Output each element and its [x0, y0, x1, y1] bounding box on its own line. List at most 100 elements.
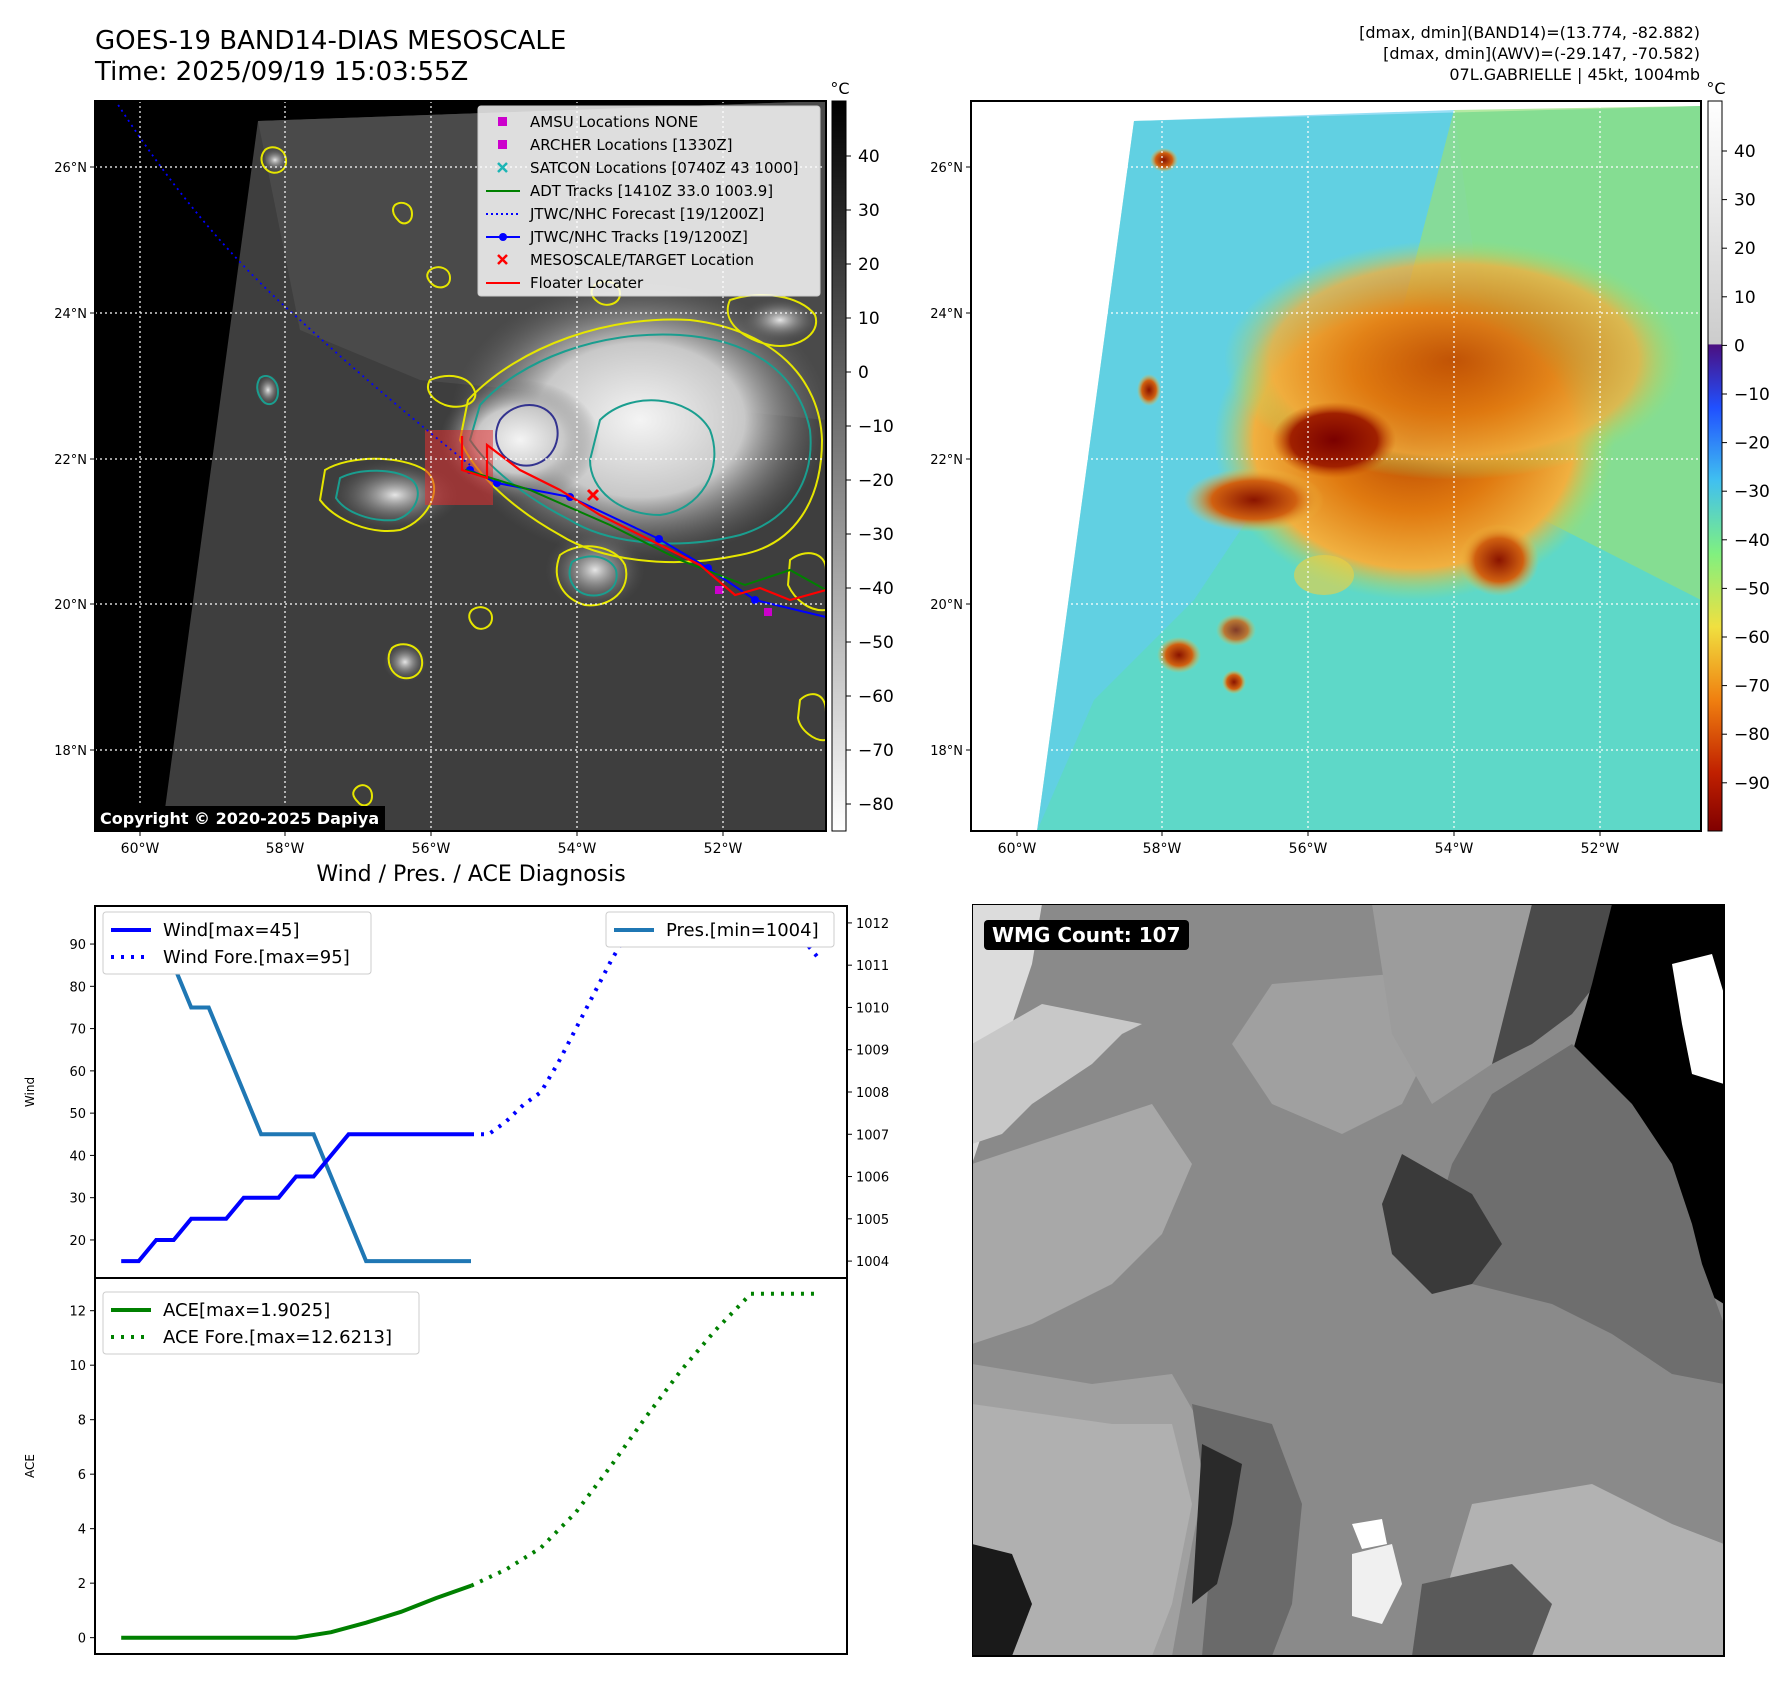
colorbar-tick-label: −40: [1734, 531, 1770, 551]
lat-label: 20°N: [54, 598, 87, 613]
legend-label: ADT Tracks [1410Z 33.0 1003.9]: [530, 182, 773, 200]
ace-ylabel: ACE: [23, 1454, 37, 1478]
diagnosis-panel: 2030405060708090100410051006100710081009…: [23, 905, 889, 1655]
storm-id: 07L.GABRIELLE | 45kt, 1004mb: [1449, 65, 1700, 84]
storm-info: [dmax, dmin](BAND14)=(13.774, -82.882) […: [1359, 22, 1700, 85]
lat-label: 26°N: [54, 161, 87, 176]
y-tick-label: 80: [69, 980, 86, 995]
legend-item: Floater Locater: [486, 274, 644, 292]
y-tick-label: 60: [69, 1065, 86, 1080]
wmg-panel: [972, 904, 1725, 1657]
legend-label: JTWC/NHC Forecast [19/1200Z]: [529, 205, 764, 223]
legend-item: JTWC/NHC Tracks [19/1200Z]: [486, 228, 748, 246]
y-tick-label: 1006: [856, 1171, 889, 1186]
lat-label: 22°N: [54, 453, 87, 468]
band14-range: [dmax, dmin](BAND14)=(13.774, -82.882): [1359, 23, 1700, 42]
y-tick-label: 1010: [856, 1001, 889, 1016]
y-tick-label: 1009: [856, 1044, 889, 1059]
legend-item: MESOSCALE/TARGET Location: [497, 251, 754, 269]
lon-label: 58°W: [266, 841, 305, 857]
ace-line: [121, 1583, 472, 1640]
y-tick-label: 2: [78, 1577, 86, 1592]
wv-gridlines: [971, 101, 1701, 831]
chart-legend-label: ACE[max=1.9025]: [163, 1300, 330, 1321]
y-tick-label: 0: [78, 1632, 86, 1647]
lon-label: 56°W: [412, 841, 451, 857]
pressure-line: [121, 920, 471, 1264]
colorbar-tick-label: −20: [858, 471, 894, 491]
y-tick-label: 8: [78, 1414, 86, 1429]
wind-ylabel: Wind: [23, 1077, 37, 1107]
track-legend: AMSU Locations NONE ARCHER Locations [133…: [477, 105, 821, 297]
wmg-count-badge: WMG Count: 107: [984, 920, 1189, 950]
lat-label: 22°N: [930, 453, 963, 468]
legend-item: SATCON Locations [0740Z 43 1000]: [497, 159, 798, 177]
adt-track: [464, 469, 826, 591]
wv-imagery: [971, 101, 1701, 831]
colorbar-tick-label: 0: [858, 363, 869, 383]
chart-legend-label: ACE Fore.[max=12.6213]: [163, 1327, 392, 1348]
y-tick-label: 20: [69, 1234, 86, 1249]
legend-item: AMSU Locations NONE: [498, 113, 698, 131]
ir-colorbar-unit: °C: [830, 79, 849, 98]
colorbar-tick-label: −70: [1734, 677, 1770, 697]
y-tick-label: 6: [78, 1468, 86, 1483]
lat-label: 20°N: [930, 598, 963, 613]
chart-legend: Pres.[min=1004]: [605, 911, 835, 948]
y-tick-label: 1011: [856, 959, 889, 974]
ir-lat-labels: 26°N 24°N 22°N 20°N 18°N: [54, 161, 95, 759]
title-product: GOES-19 BAND14-DIAS MESOSCALE: [95, 26, 567, 56]
colorbar-tick-label: −10: [858, 417, 894, 437]
colorbar-tick-label: −60: [858, 687, 894, 707]
wv-lon-labels: 60°W 58°W 56°W 54°W 52°W: [998, 831, 1620, 857]
colorbar-tick-label: −70: [858, 741, 894, 761]
y-tick-label: 30: [69, 1192, 86, 1207]
colorbar-tick-label: −50: [858, 633, 894, 653]
colorbar-tick-label: 20: [1734, 239, 1756, 259]
diagnosis-title: Wind / Pres. / ACE Diagnosis: [316, 862, 626, 887]
lon-label: 52°W: [704, 841, 743, 857]
wv-colorbar-ticks: 40 30 20 10 0 −10 −20 −30 −40 −50 −60 −70 −80 −90: [1722, 142, 1770, 794]
colorbar-tick-label: −30: [858, 525, 894, 545]
colorbar-tick-label: 40: [1734, 142, 1756, 162]
legend-label: JTWC/NHC Tracks [19/1200Z]: [529, 228, 748, 246]
lat-label: 18°N: [930, 744, 963, 759]
ir-gridlines: [95, 101, 826, 831]
colorbar-tick-label: 10: [858, 309, 880, 329]
colorbar-tick-label: 10: [1734, 288, 1756, 308]
y-tick-label: 90: [69, 938, 86, 953]
colorbar-tick-label: −80: [1734, 725, 1770, 745]
title-time: Time: 2025/09/19 15:03:55Z: [95, 57, 469, 87]
lat-label: 24°N: [54, 307, 87, 322]
lon-label: 54°W: [1435, 841, 1474, 857]
lon-label: 54°W: [558, 841, 597, 857]
y-tick-label: 1008: [856, 1086, 889, 1101]
legend-label: AMSU Locations NONE: [530, 113, 698, 131]
legend-label: ARCHER Locations [1330Z]: [530, 136, 733, 154]
lat-label: 26°N: [930, 161, 963, 176]
wv-lat-labels: 26°N 24°N 22°N 20°N 18°N: [930, 161, 971, 759]
lon-label: 60°W: [998, 841, 1037, 857]
wind-line: [121, 1132, 471, 1264]
colorbar-tick-label: 30: [858, 201, 880, 221]
colorbar-tick-label: −90: [1734, 774, 1770, 794]
amsu-marker: [764, 608, 772, 616]
archer-marker: [715, 586, 723, 594]
lon-label: 52°W: [1581, 841, 1620, 857]
wv-map-panel: °C 403020100−10−20−30−40−50−60−70−80−90 …: [930, 79, 1770, 857]
ir-colorbar: [831, 100, 847, 832]
y-tick-label: 70: [69, 1023, 86, 1038]
chart-legend: ACE[max=1.9025] ACE Fore.[max=12.6213]: [102, 1291, 420, 1355]
colorbar-tick-label: −20: [1734, 434, 1770, 454]
wv-colorbar-unit: °C: [1706, 79, 1725, 98]
ir-lon-labels: 60°W 58°W 56°W 54°W 52°W: [121, 831, 743, 857]
colorbar-tick-label: 0: [1734, 336, 1745, 356]
y-tick-label: 10: [69, 1359, 86, 1374]
legend-item: ADT Tracks [1410Z 33.0 1003.9]: [486, 182, 773, 200]
lat-label: 24°N: [930, 307, 963, 322]
floater-locater: [460, 436, 826, 602]
lon-label: 58°W: [1143, 841, 1182, 857]
colorbar-tick-label: −60: [1734, 628, 1770, 648]
legend-label: Floater Locater: [530, 274, 644, 292]
colorbar-tick-label: −30: [1734, 482, 1770, 502]
